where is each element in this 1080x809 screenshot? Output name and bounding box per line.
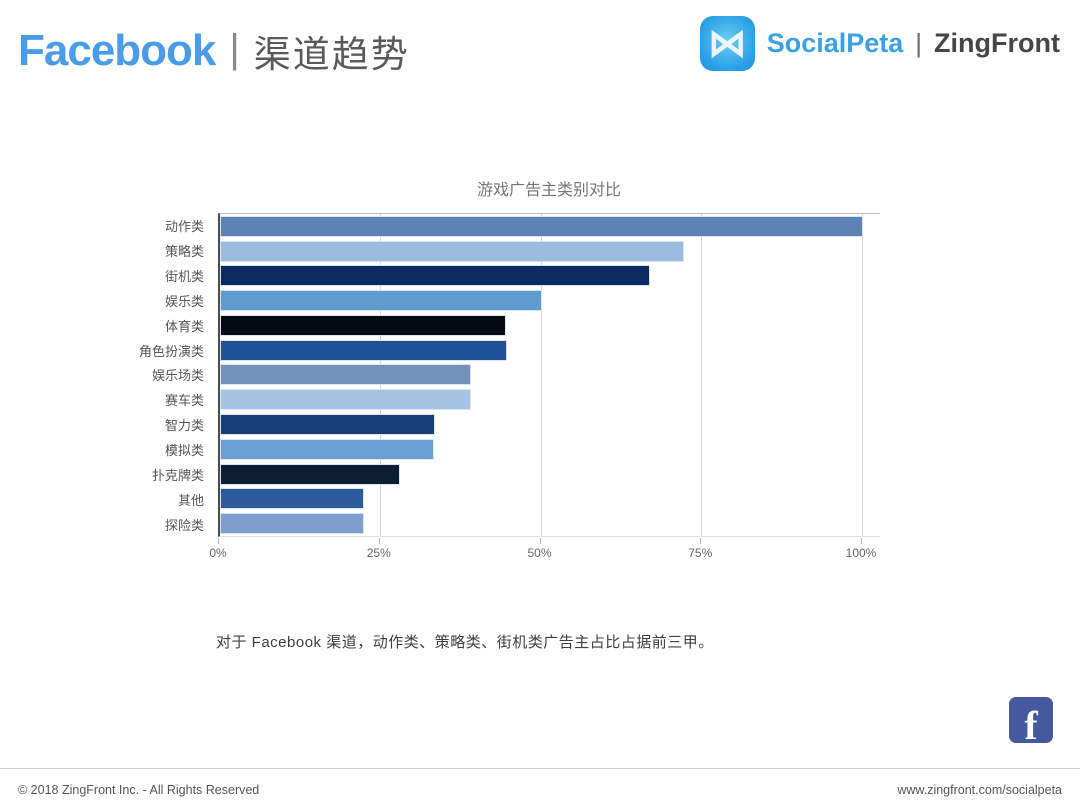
bar-row [220, 412, 880, 437]
category-label: 街机类 [164, 268, 204, 284]
category-label: 体育类 [164, 318, 204, 334]
bar [220, 438, 435, 460]
bar-row [220, 214, 880, 239]
chart-title: 游戏广告主类别对比 [476, 182, 621, 199]
bar-row [220, 462, 880, 487]
bar-row [220, 264, 880, 289]
bar [220, 414, 435, 435]
bar [220, 389, 471, 411]
platform-name: Facebook [18, 26, 216, 75]
category-label: 角色扮演类 [138, 343, 204, 359]
category-axis: 动作类策略类街机类娱乐类体育类角色扮演类娱乐场类赛车类智力类模拟类扑克牌类其他探… [0, 213, 204, 537]
category-label: 娱乐类 [164, 293, 204, 309]
footer-divider [0, 768, 1080, 769]
category-label: 探险类 [164, 518, 204, 534]
brand-separator: | [915, 28, 923, 58]
category-label: 娱乐场类 [151, 368, 204, 384]
page-title: Facebook | 渠道趋势 [18, 24, 410, 78]
bar-row [220, 313, 880, 338]
bar [220, 463, 401, 485]
gridline [862, 214, 863, 536]
x-tick-label: 50% [527, 546, 552, 560]
gridline [540, 214, 542, 536]
bar [220, 488, 365, 510]
bar-row [220, 387, 880, 412]
bar-row [220, 437, 880, 462]
facebook-icon: f [1009, 697, 1053, 743]
brand-socialpeta-label: SocialPeta [766, 28, 904, 58]
bar-row [220, 511, 880, 536]
website-url: www.zingfront.com/socialpeta [897, 783, 1062, 797]
category-label: 策略类 [164, 243, 204, 259]
bar [220, 314, 507, 336]
bar [220, 240, 685, 262]
category-label: 赛车类 [164, 393, 204, 409]
bar-row [220, 288, 880, 313]
chart-caption: 对于 Facebook 渠道，动作类、策略类、街机类广告主占比占据前三甲。 [216, 634, 714, 651]
title-separator: | [229, 26, 240, 71]
bar [220, 290, 542, 312]
category-label: 动作类 [164, 218, 204, 234]
copyright-text: © 2018 ZingFront Inc. - All Rights Reser… [18, 783, 260, 797]
category-label: 模拟类 [164, 443, 204, 459]
x-tick-label: 100% [845, 546, 877, 560]
bar [220, 513, 365, 535]
brand-logo: ⋈ SocialPeta | ZingFront [699, 16, 1060, 71]
bar [220, 339, 508, 361]
bar [220, 215, 863, 237]
bar [220, 265, 651, 287]
socialpeta-bowtie-icon: ⋈ [699, 16, 755, 71]
axis-tick [539, 538, 541, 544]
axis-tick [861, 538, 862, 544]
category-label: 智力类 [164, 418, 204, 434]
bar-row [220, 338, 880, 363]
category-label: 其他 [177, 493, 204, 509]
axis-tick [700, 538, 702, 544]
axis-tick [218, 538, 219, 544]
bar-rows [220, 214, 880, 536]
x-tick-label: 0% [209, 546, 227, 560]
bar-row [220, 239, 880, 264]
page-subtitle: 渠道趋势 [253, 34, 410, 75]
axis-tick [378, 538, 380, 544]
x-tick-label: 25% [366, 546, 391, 560]
brand-zingfront-label: ZingFront [934, 28, 1060, 58]
x-tick-label: 75% [688, 546, 713, 560]
category-label: 扑克牌类 [151, 468, 204, 484]
bar-row [220, 486, 880, 511]
bar-row [220, 363, 880, 388]
gridline [701, 214, 703, 536]
bar [220, 364, 471, 386]
plot-area: f [218, 213, 1053, 743]
